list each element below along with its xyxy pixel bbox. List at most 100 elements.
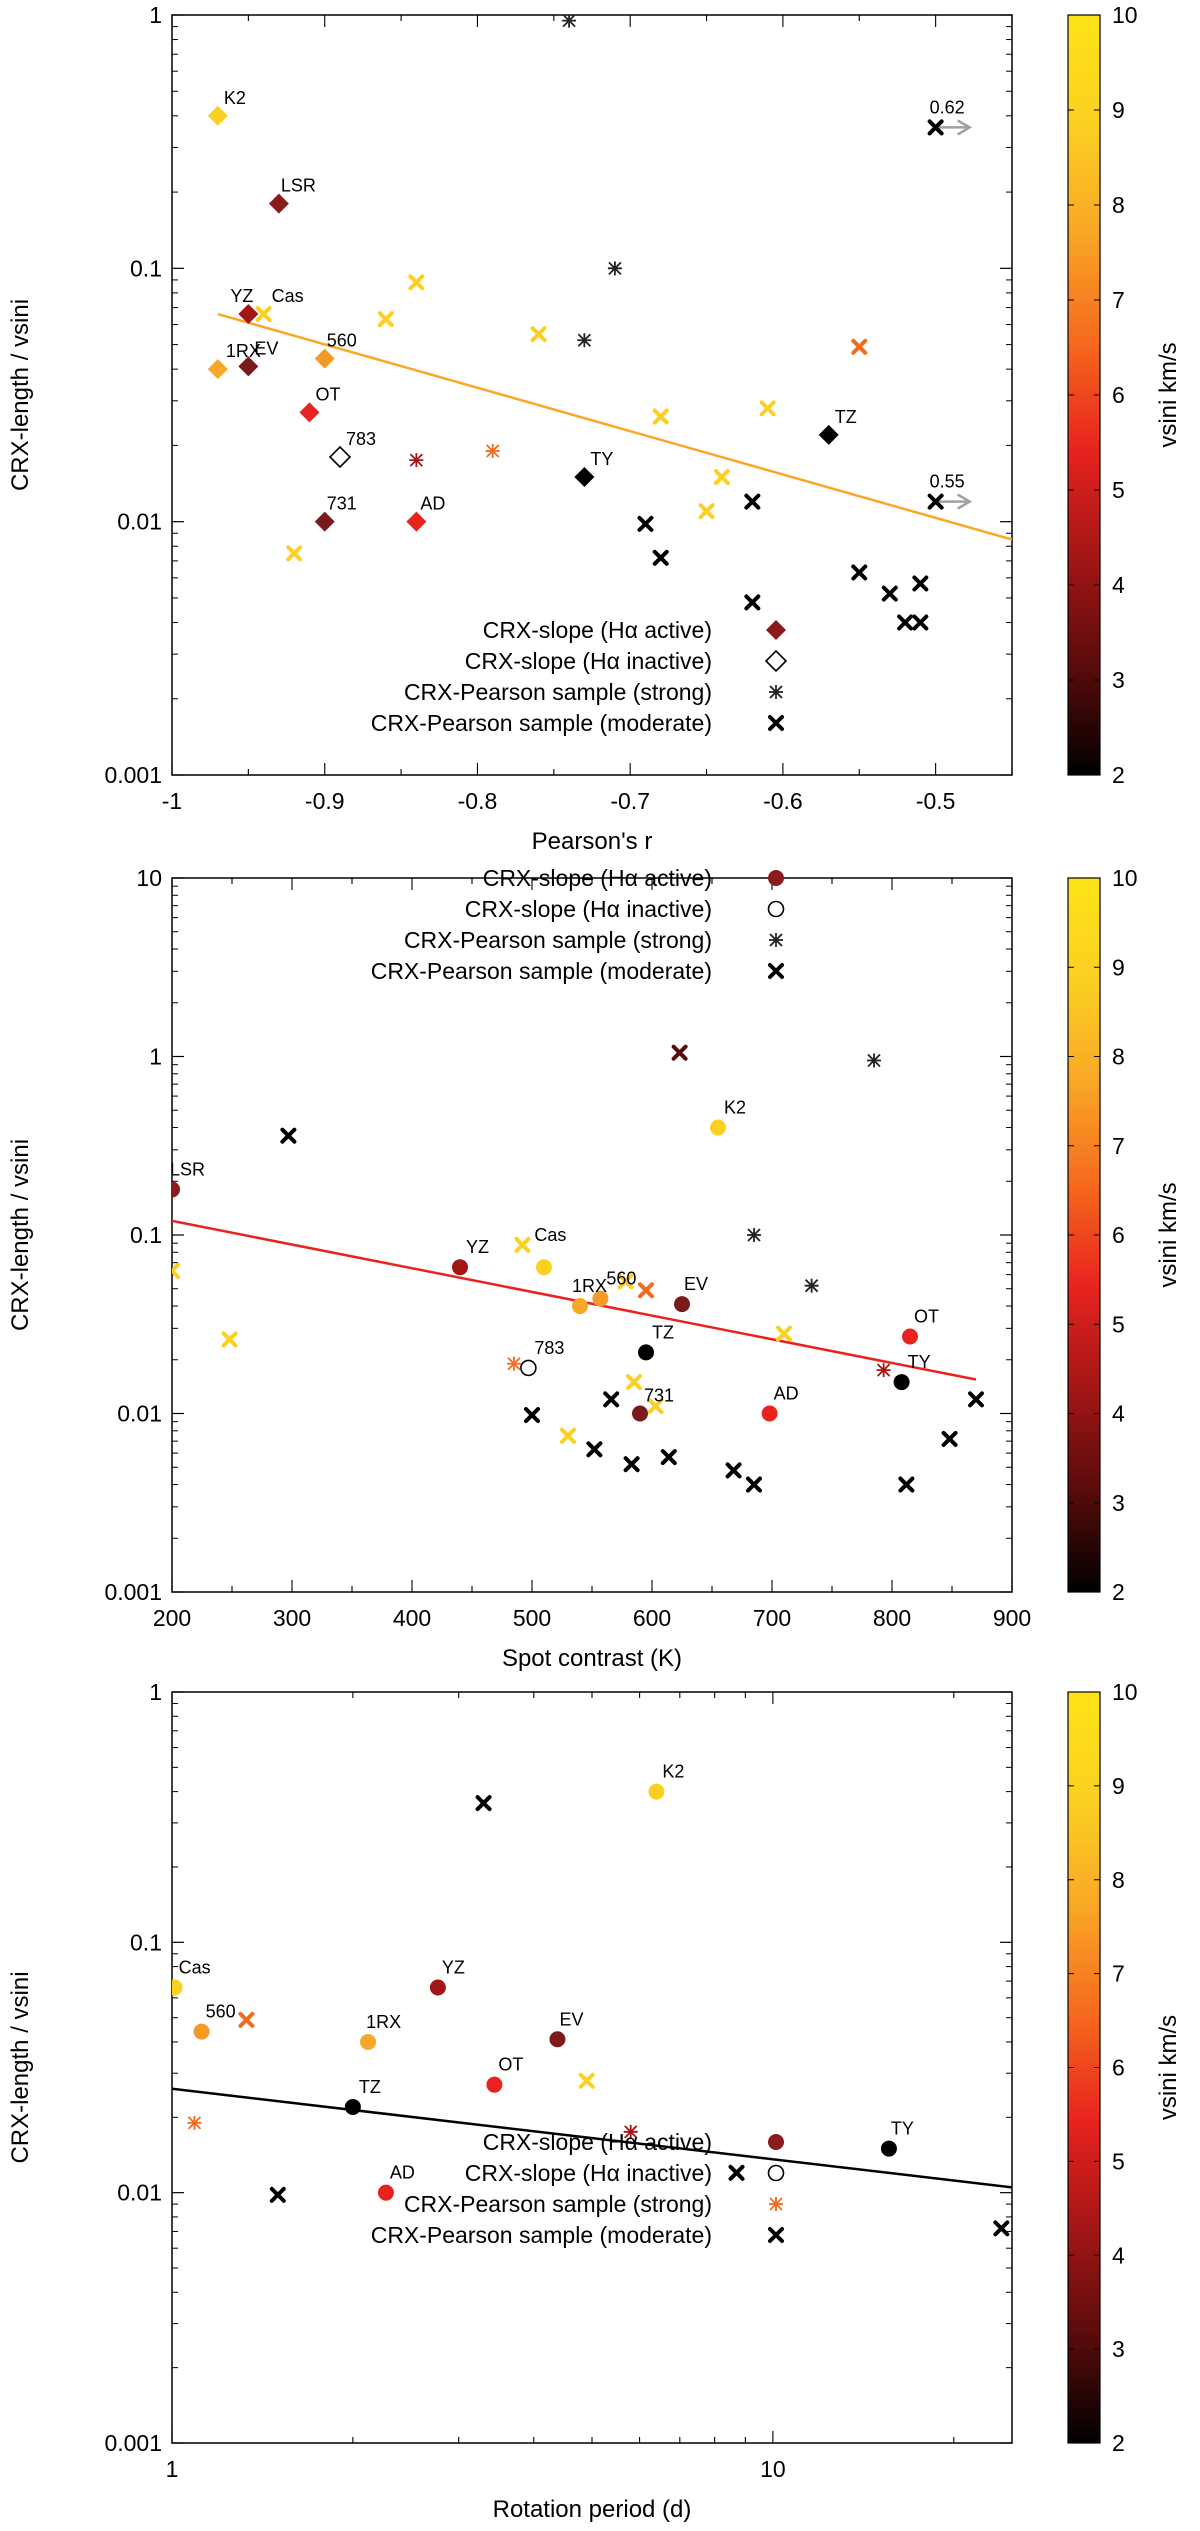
data-point — [562, 15, 577, 28]
point-label: Cas — [179, 1958, 211, 1978]
colorbar-tick-label: 4 — [1112, 572, 1125, 598]
data-point — [710, 1119, 726, 1136]
point-label: LSR — [170, 1159, 205, 1179]
data-point — [759, 400, 776, 417]
x-tick-label: -0.8 — [458, 788, 498, 814]
legend: CRX-slope (Hα active) CRX-slope (Hα inact… — [371, 617, 788, 736]
data-point — [902, 1328, 918, 1345]
legend-label-strong: CRX-Pearson sample (strong) — [404, 679, 712, 705]
data-point — [475, 1795, 492, 1812]
panel-2: 0.001 0.01 0.1 1 10 200 300 400 500 600 700 800 900 S… — [7, 865, 1182, 1672]
data-point — [193, 2023, 210, 2040]
data-point — [238, 304, 259, 325]
point-label: Cas — [272, 286, 304, 306]
legend-marker-inactive — [767, 900, 785, 918]
data-point — [638, 1282, 654, 1299]
point-label: TZ — [835, 407, 857, 427]
point-label: OT — [498, 2055, 523, 2075]
legend-marker-inactive — [767, 2164, 785, 2182]
legend-marker-inactive — [764, 649, 788, 673]
point-label: YZ — [442, 1958, 465, 1978]
colorbar-tick-label: 3 — [1112, 667, 1125, 693]
x-tick-label: 200 — [153, 1605, 191, 1631]
data-point — [818, 424, 839, 445]
data-point — [648, 1783, 665, 1800]
data-point — [927, 119, 944, 136]
y-tick-label: 0.1 — [130, 1929, 162, 1955]
point-label: K2 — [662, 1762, 684, 1782]
y-tick-label: 0.1 — [130, 1222, 162, 1248]
data-point — [238, 2011, 255, 2028]
data-point — [328, 445, 352, 469]
plot-frame — [171, 877, 1013, 1593]
legend-marker-strong — [769, 2197, 783, 2211]
data-point — [408, 274, 425, 291]
point-label: TY — [891, 2119, 914, 2139]
data-point — [968, 1391, 984, 1408]
point-label: K2 — [724, 1098, 746, 1118]
point-label: TZ — [652, 1322, 674, 1342]
colorbar-tick-label: 7 — [1112, 287, 1125, 313]
y-axis-label: CRX-length / vsini — [7, 1971, 34, 2163]
point-label: 560 — [206, 2002, 236, 2022]
fit-line — [172, 1219, 977, 1381]
data-point — [652, 408, 669, 425]
y-tick-label: 1 — [149, 1679, 162, 1705]
x-tick-label: 700 — [753, 1605, 791, 1631]
data-point — [912, 614, 929, 631]
x-tick-label: -0.6 — [763, 788, 803, 814]
point-label: OT — [315, 384, 340, 404]
x-tick-label: 10 — [760, 2456, 786, 2482]
x-tick-label: -0.5 — [916, 788, 956, 814]
upper-limit-arrow-head — [957, 493, 973, 510]
data-point — [524, 1407, 540, 1424]
panel-3: 0.001 0.01 0.1 1 1 10 Rotation period (d) CRX-l… — [7, 1679, 1182, 2523]
colorbar-tick-label: 2 — [1112, 1579, 1125, 1605]
colorbar-tick-label: 4 — [1112, 2242, 1125, 2268]
data-point — [744, 493, 761, 510]
data-point — [406, 511, 427, 532]
plot-frame — [171, 1691, 1013, 2444]
data-point — [617, 1273, 634, 1290]
data-point — [897, 614, 914, 631]
colorbar-tick-label: 5 — [1112, 477, 1125, 503]
colorbar-tick-label: 8 — [1112, 1867, 1125, 1893]
data-point — [941, 1430, 958, 1447]
data-point — [638, 1344, 654, 1361]
colorbar-tick-label: 4 — [1112, 1401, 1125, 1427]
colorbar-tick-label: 9 — [1112, 954, 1125, 980]
data-point — [536, 1259, 552, 1276]
data-point — [207, 359, 228, 380]
point-label: EV — [254, 338, 278, 358]
colorbar: 2 3 4 5 6 7 8 9 10 vsini km/s — [1067, 1679, 1182, 2456]
x-tick-label: 500 — [513, 1605, 551, 1631]
panel-1: 0.001 0.01 0.1 1 -1 -0.9 -0.8 -0.7 -0.6 -0.5 Pears… — [7, 2, 1182, 855]
y-tick-label: 0.01 — [117, 2180, 162, 2206]
data-point — [299, 402, 320, 423]
data-point — [993, 2220, 1010, 2237]
x-tick-label: 600 — [633, 1605, 671, 1631]
data-point — [804, 1278, 819, 1293]
x-tick-label: 1 — [166, 2456, 179, 2482]
data-point — [713, 469, 730, 486]
data-point — [530, 326, 547, 343]
point-label: 783 — [534, 1338, 564, 1358]
data-point — [485, 444, 500, 459]
data-point — [746, 1476, 762, 1493]
colorbar-label: vsini km/s — [1155, 2015, 1182, 2120]
data-point — [507, 1356, 521, 1371]
y-tick-label: 0.001 — [104, 2430, 162, 2456]
data-point — [876, 1363, 891, 1378]
data-point — [851, 338, 868, 355]
colorbar-tick-label: 8 — [1112, 192, 1125, 218]
data-point — [623, 1456, 640, 1473]
data-point — [269, 2186, 286, 2203]
data-point — [652, 549, 669, 566]
colorbar-tick-label: 9 — [1112, 1773, 1125, 1799]
plot-area — [207, 15, 1012, 631]
data-point — [880, 2140, 897, 2157]
data-point — [172, 1262, 180, 1279]
data-point — [912, 575, 929, 592]
data-point — [586, 1441, 603, 1458]
